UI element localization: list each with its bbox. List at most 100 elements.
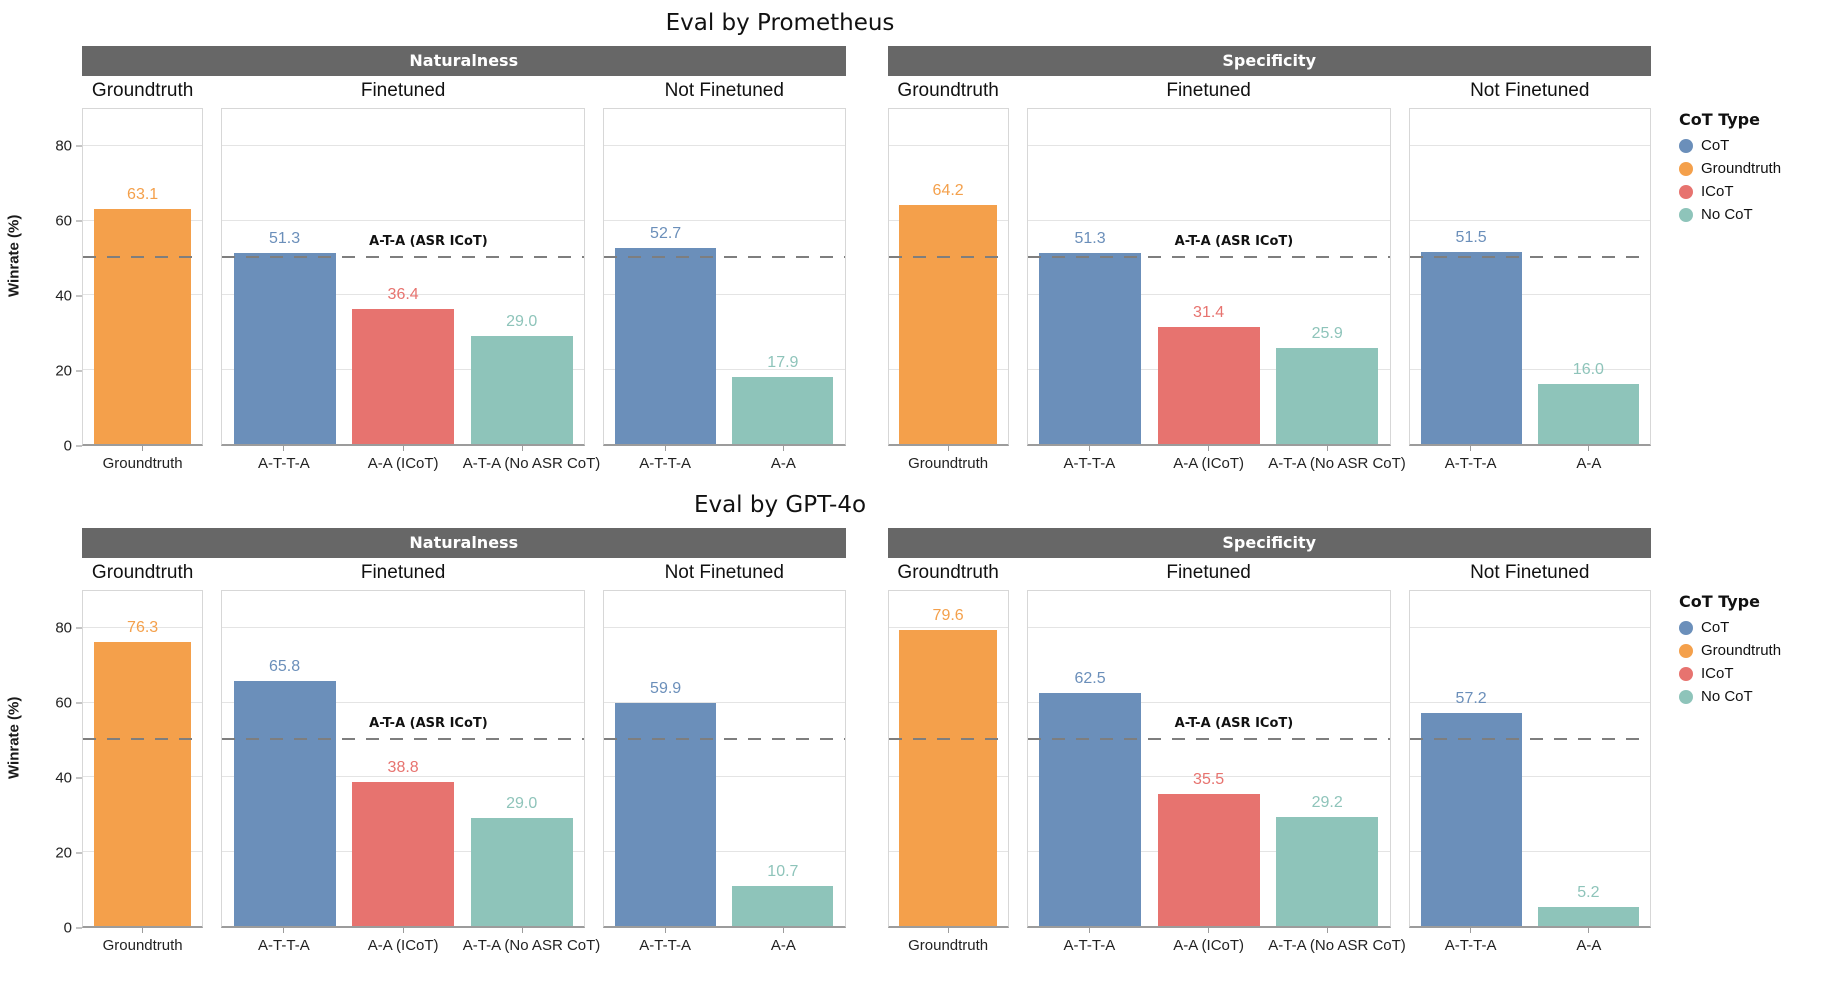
x-axis: A-T-T-A A-A (ICoT) A-T-A (No ASR CoT) [221, 446, 600, 472]
bar-value-label: 29.0 [506, 313, 538, 331]
y-tick-mark-icon [76, 627, 82, 629]
bar-slot: 51.3 [1031, 109, 1150, 444]
bar-value-label: 63.1 [127, 186, 159, 204]
bar-slot: 51.5 [1413, 109, 1530, 444]
bars: 51.3 31.4 25.9 [1028, 109, 1390, 444]
x-tick-label: A-A (ICoT) [1149, 446, 1268, 472]
bar-slot: 16.0 [1530, 109, 1647, 444]
panel-subtitle: Not Finetuned [664, 80, 784, 101]
facet-specificity: Specificity Groundtruth 79.6 Groundtruth Fin… [887, 528, 1652, 954]
x-axis: A-T-T-A A-A [1409, 928, 1652, 954]
bar [615, 703, 717, 926]
legend-swatch-icon [1679, 161, 1693, 176]
bar-value-label: 25.9 [1311, 324, 1343, 342]
bar [1276, 347, 1379, 444]
x-tick-label: A-T-T-A [224, 446, 343, 472]
legend-item: No CoT [1679, 206, 1819, 223]
bar-slot: 29.0 [462, 109, 581, 444]
bar [1537, 384, 1639, 444]
bar-slot: 65.8 [225, 591, 344, 926]
x-tick-label: A-T-A (No ASR CoT) [463, 928, 601, 954]
panel: Finetuned A-T-A (ASR ICoT) 65.8 38.8 29.0 A-T… [221, 560, 601, 954]
legend-swatch-icon [1679, 666, 1693, 681]
gridline [1027, 701, 1390, 703]
x-axis: Groundtruth [888, 928, 1009, 954]
gridline [1409, 145, 1650, 147]
bars: 64.2 [889, 109, 1008, 444]
gridline [1409, 627, 1650, 629]
legend-item-label: ICoT [1701, 665, 1734, 682]
y-axis-title: Winrate (%) [5, 214, 23, 297]
panel-subtitle: Groundtruth [897, 80, 999, 101]
baseline-dashed-line [1027, 255, 1390, 258]
bars: 52.7 17.9 [604, 109, 845, 444]
bars: 63.1 [83, 109, 202, 444]
x-axis: Groundtruth [82, 446, 203, 472]
y-tick: 40 [55, 287, 82, 304]
gridline [604, 850, 845, 852]
bars: 65.8 38.8 29.0 [222, 591, 584, 926]
bar [352, 308, 455, 444]
gridline [222, 219, 584, 221]
legend-swatch-icon [1679, 689, 1693, 704]
bars: 57.2 5.2 [1410, 591, 1651, 926]
gridline [604, 294, 845, 296]
legend-item: ICoT [1679, 665, 1819, 682]
y-tick: 20 [55, 362, 82, 379]
legend-item-label: No CoT [1701, 688, 1753, 705]
x-axis: Groundtruth [82, 928, 203, 954]
x-tick-label: A-A [1530, 446, 1648, 472]
gridline [1027, 145, 1390, 147]
bar-value-label: 31.4 [1193, 304, 1225, 322]
facet-naturalness: Naturalness Groundtruth 63.1 Groundtruth Fin… [82, 46, 846, 472]
y-tick-mark-icon [76, 370, 82, 372]
bar-value-label: 38.8 [387, 758, 419, 776]
plot-area: 79.6 [887, 590, 1009, 928]
bar-value-label: 76.3 [127, 619, 159, 636]
bar-slot: 57.2 [1413, 591, 1530, 926]
panels: Groundtruth 63.1 Groundtruth Finetuned A-T-A… [82, 78, 846, 472]
legend: CoT Type CoT Groundtruth ICoT No CoT [1679, 528, 1819, 711]
plot-area: 52.7 17.9 [603, 108, 846, 446]
x-tick-label: A-T-T-A [1412, 446, 1530, 472]
facet-naturalness: Naturalness Groundtruth 76.3 Groundtruth Fin… [82, 528, 846, 954]
y-axis: Winrate (%) 0 20 40 60 80 [6, 46, 82, 455]
y-tick-label: 20 [55, 844, 72, 862]
bar-slot: 5.2 [1530, 591, 1647, 926]
plot-area: 76.3 [82, 590, 204, 928]
baseline-dashed-line [1409, 737, 1650, 740]
bar-slot: 79.6 [892, 591, 1005, 926]
x-tick-label: A-T-A (No ASR CoT) [1268, 928, 1406, 954]
facet-header: Specificity [887, 46, 1651, 76]
y-tick: 0 [64, 438, 82, 455]
facets: Naturalness Groundtruth 63.1 Groundtruth Fin… [82, 46, 1651, 472]
legend-item-label: Groundtruth [1701, 642, 1782, 659]
baseline-dashed-line [222, 737, 584, 740]
bars: 59.9 10.7 [604, 591, 845, 926]
bar-value-label: 51.3 [268, 230, 301, 248]
bars: 79.6 [889, 591, 1008, 926]
figure-title: Eval by Prometheus [665, 10, 895, 36]
gridline [1027, 219, 1390, 221]
gridline [83, 145, 203, 147]
panels: Groundtruth 79.6 Groundtruth Finetuned A-T-A… [887, 560, 1652, 954]
x-tick-label: A-T-T-A [1030, 446, 1149, 472]
panel: Not Finetuned 52.7 17.9 A-T-T-A A-A [603, 78, 846, 472]
x-tick-label: A-A (ICoT) [344, 446, 463, 472]
x-tick-label: A-T-T-A [606, 446, 724, 472]
y-tick: 80 [55, 137, 82, 154]
gridline [1409, 368, 1650, 370]
bar-value-label: 62.5 [1074, 670, 1106, 688]
x-tick-label: A-A (ICoT) [344, 928, 463, 954]
panel-subtitle: Finetuned [360, 80, 446, 101]
gridline [604, 368, 845, 370]
legend-item: CoT [1679, 619, 1819, 636]
baseline-dashed-line [604, 737, 845, 740]
gridline [888, 627, 1008, 629]
gridline [1027, 627, 1390, 629]
legend-item: ICoT [1679, 183, 1819, 200]
y-tick-mark-icon [76, 145, 82, 147]
gridline [604, 701, 845, 703]
bar-value-label: 64.2 [932, 182, 964, 200]
